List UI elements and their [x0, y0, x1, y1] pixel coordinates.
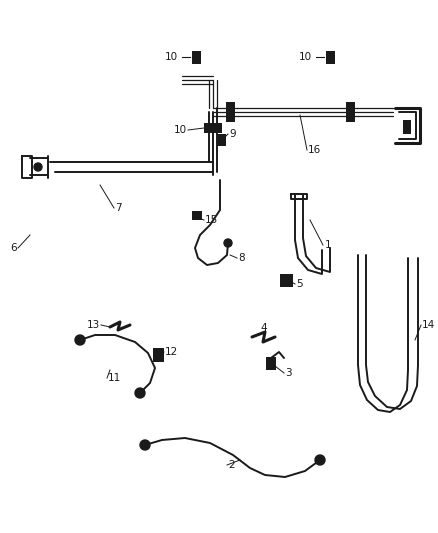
- Text: 10: 10: [174, 125, 187, 135]
- Bar: [266, 357, 276, 369]
- Bar: [279, 273, 293, 287]
- Circle shape: [224, 239, 232, 247]
- Bar: [204, 123, 222, 133]
- Text: 11: 11: [108, 373, 121, 383]
- Text: 9: 9: [229, 129, 236, 139]
- Bar: [325, 51, 335, 63]
- Text: 14: 14: [422, 320, 435, 330]
- Bar: [346, 102, 354, 122]
- Text: 2: 2: [228, 460, 235, 470]
- Circle shape: [315, 455, 325, 465]
- Text: 10: 10: [299, 52, 312, 62]
- Text: 16: 16: [308, 145, 321, 155]
- Text: 3: 3: [285, 368, 292, 378]
- Circle shape: [135, 388, 145, 398]
- Text: 13: 13: [87, 320, 100, 330]
- Bar: [191, 51, 201, 63]
- Text: 10: 10: [165, 52, 178, 62]
- Bar: [218, 134, 226, 146]
- Text: 8: 8: [238, 253, 245, 263]
- Text: 6: 6: [10, 243, 17, 253]
- Bar: [226, 102, 234, 122]
- Bar: [403, 120, 411, 134]
- Text: 5: 5: [296, 279, 303, 289]
- Text: 12: 12: [165, 347, 178, 357]
- Bar: [192, 211, 202, 220]
- Text: 7: 7: [115, 203, 122, 213]
- Text: 4: 4: [260, 323, 267, 333]
- Text: 1: 1: [325, 240, 332, 250]
- Circle shape: [75, 335, 85, 345]
- Text: 15: 15: [205, 215, 218, 225]
- Circle shape: [140, 440, 150, 450]
- Circle shape: [34, 163, 42, 171]
- Bar: [152, 348, 163, 362]
